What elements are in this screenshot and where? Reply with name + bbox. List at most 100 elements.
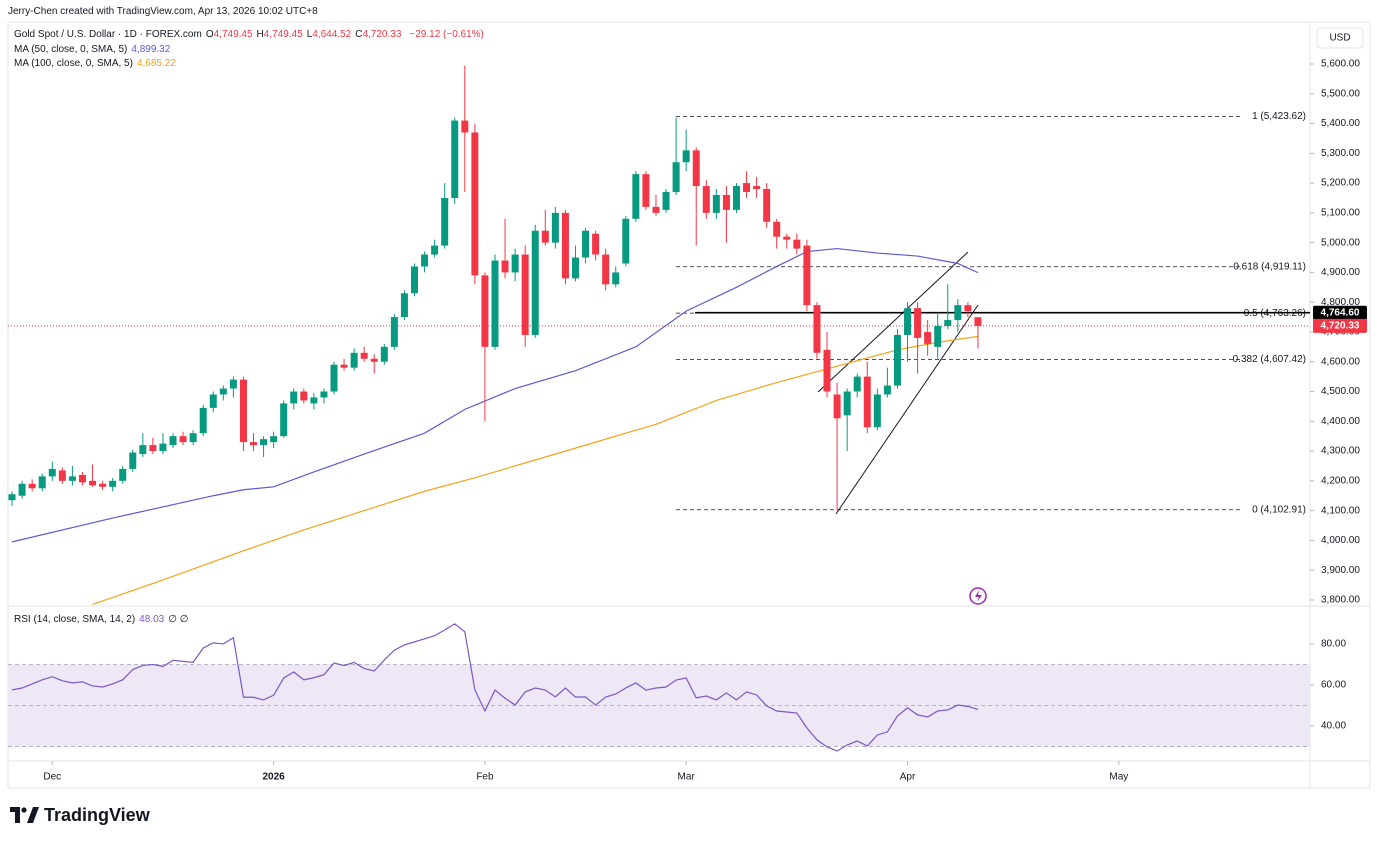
- y-tick-label: 4,200.00: [1321, 475, 1360, 486]
- candle-body: [481, 275, 489, 347]
- candle-body: [934, 326, 942, 347]
- x-tick-label: Feb: [476, 772, 494, 783]
- candle-body: [722, 194, 730, 210]
- candle-body: [883, 385, 891, 395]
- candle-body: [320, 391, 328, 398]
- x-tick-label: May: [1109, 772, 1128, 783]
- candle-body: [8, 494, 16, 501]
- candle-body: [461, 120, 469, 133]
- y-tick-label: 4,600.00: [1321, 356, 1360, 367]
- price-label-box: [1313, 318, 1367, 333]
- candle-body: [330, 364, 338, 392]
- y-tick-label: 4,500.00: [1321, 386, 1360, 397]
- y-tick-label: 60.00: [1321, 680, 1346, 691]
- candle-body: [58, 470, 66, 481]
- candle-body: [592, 233, 600, 255]
- ohlc-value: 4,749.45: [263, 29, 303, 40]
- candle-body: [561, 212, 569, 279]
- x-tick-label: 2026: [263, 772, 286, 783]
- candle-body: [38, 476, 46, 489]
- moving-average: [92, 335, 979, 605]
- wedge-lower: [835, 304, 979, 515]
- price-pane: 1 (5,423.62)0.618 (4,919.11)0.5 (4,763.2…: [8, 65, 1310, 605]
- y-tick-label: 5,000.00: [1321, 237, 1360, 248]
- rsi-legend: RSI (14, close, SMA, 14, 2) 48.03 ∅ ∅: [14, 614, 192, 625]
- candle-body: [571, 257, 579, 279]
- candle-body: [390, 317, 398, 347]
- candle-body: [904, 308, 912, 335]
- candle-body: [28, 483, 36, 489]
- candle-body: [370, 358, 378, 362]
- candle-body: [793, 239, 801, 249]
- candle-body: [139, 445, 147, 455]
- y-tick-label: 5,400.00: [1321, 118, 1360, 129]
- x-tick-label: Apr: [900, 772, 916, 783]
- price-label-box: [1313, 305, 1367, 320]
- candle-body: [179, 436, 187, 443]
- candle-body: [360, 352, 368, 359]
- candle-body: [350, 352, 358, 368]
- candle-body: [129, 452, 137, 469]
- symbol-title[interactable]: Gold Spot / U.S. Dollar · 1D · FOREX.com: [14, 29, 202, 40]
- candle-body: [421, 254, 429, 267]
- y-tick-label: 40.00: [1321, 721, 1346, 732]
- candle-body: [964, 305, 972, 312]
- candle-body: [189, 433, 197, 443]
- y-tick-label: 4,900.00: [1321, 267, 1360, 278]
- candle-body: [944, 320, 952, 327]
- candle-body: [773, 221, 781, 237]
- moving-average: [11, 247, 979, 543]
- alert-icon[interactable]: [969, 587, 987, 605]
- candle-body: [612, 272, 620, 285]
- candle-body: [682, 150, 690, 163]
- price-label: 4,764.60: [1321, 307, 1360, 318]
- candle-body: [853, 376, 861, 392]
- candle-body: [541, 230, 549, 243]
- candle-body: [280, 403, 288, 437]
- candle-body: [290, 391, 298, 404]
- x-tick-label: Mar: [678, 772, 696, 783]
- ohlc-value: 4,644.52: [312, 29, 352, 40]
- candle-body: [109, 480, 117, 487]
- y-tick-label: 4,400.00: [1321, 416, 1360, 427]
- candle-body: [68, 476, 76, 481]
- candle-body: [260, 439, 268, 446]
- candle-body: [914, 308, 922, 338]
- candle-body: [582, 230, 590, 258]
- y-tick-label: 5,500.00: [1321, 88, 1360, 99]
- candle-body: [511, 254, 519, 273]
- candle-body: [823, 349, 831, 392]
- ma-value: 4,899.32: [131, 44, 171, 55]
- candle-body: [743, 183, 751, 193]
- candle-body: [843, 391, 851, 416]
- candle-body: [199, 407, 207, 434]
- candle-body: [89, 480, 97, 486]
- candle-body: [239, 379, 247, 443]
- candle-body: [531, 230, 539, 335]
- candle-body: [431, 245, 439, 255]
- candle-body: [119, 468, 127, 481]
- candle-body: [642, 174, 650, 207]
- change: −29.12 (−0.61%): [409, 29, 484, 40]
- y-tick-label: 4,100.00: [1321, 505, 1360, 516]
- ohlc-key: L: [306, 29, 313, 40]
- logo[interactable]: [10, 807, 39, 823]
- ma-name[interactable]: MA (100, close, 0, SMA, 5): [14, 58, 133, 69]
- ma-name[interactable]: MA (50, close, 0, SMA, 5): [14, 44, 128, 55]
- candle-body: [712, 194, 720, 213]
- y-tick-label: 5,200.00: [1321, 178, 1360, 189]
- candle-body: [803, 245, 811, 306]
- y-tick-label: 4,000.00: [1321, 535, 1360, 546]
- candle-body: [410, 266, 418, 294]
- rsi-extra: ∅ ∅: [168, 614, 189, 625]
- candle-body: [732, 186, 740, 210]
- rsi-name[interactable]: RSI (14, close, SMA, 14, 2): [14, 614, 136, 625]
- candle-body: [400, 293, 408, 318]
- candle-body: [491, 260, 499, 347]
- candle-body: [893, 334, 901, 386]
- y-tick-label: 4,300.00: [1321, 446, 1360, 457]
- candle-body: [501, 260, 509, 273]
- candle-body: [18, 483, 26, 496]
- currency-box[interactable]: [1316, 27, 1364, 49]
